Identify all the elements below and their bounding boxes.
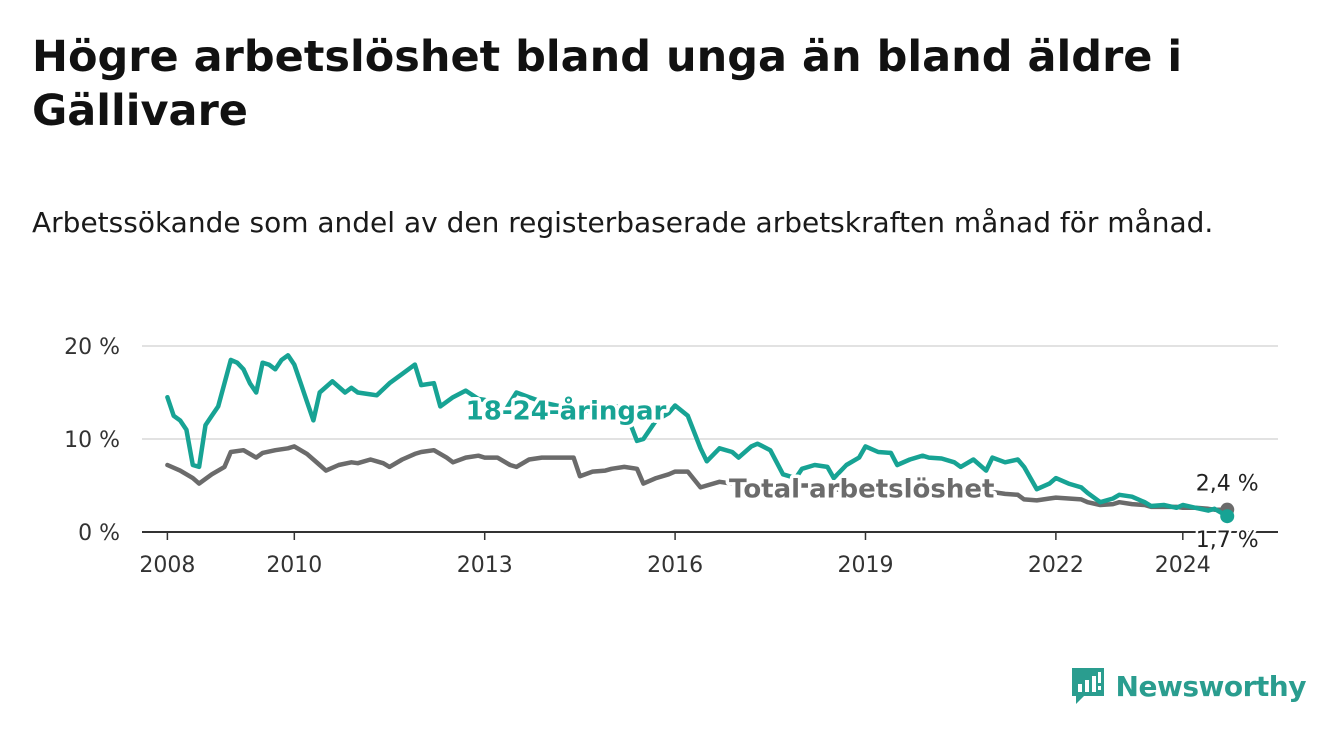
chart-title: Högre arbetslöshet bland unga än bland ä… (32, 32, 1183, 136)
chart-subtitle: Arbetssökande som andel av den registerb… (32, 206, 1214, 239)
series-label-total: Total arbetslöshet (729, 475, 994, 505)
series-line-total (165, 444, 1230, 512)
end-label-total: 2,4 % (1196, 472, 1259, 497)
brand: Newsworthy (1070, 666, 1307, 706)
x-tick-label: 2022 (1028, 553, 1084, 578)
series-line-youth (165, 353, 1230, 519)
x-tick-label: 2008 (139, 553, 195, 578)
series-lines (165, 353, 1235, 524)
end-label-youth: 1,7 % (1196, 528, 1259, 553)
y-tick-label: 20 % (64, 335, 120, 360)
y-tick-label: 10 % (64, 428, 120, 453)
y-axis-ticks: 0 % 10 % 20 % (64, 335, 120, 546)
brand-name: Newsworthy (1115, 669, 1307, 703)
x-tick-label: 2024 (1155, 553, 1211, 578)
x-tick-label: 2016 (647, 553, 703, 578)
x-tick-label: 2019 (837, 553, 893, 578)
x-axis-ticks: 2008 2010 2013 2016 2019 2022 2024 (139, 532, 1211, 578)
series-labels: 18-24-åringar Total arbetslöshet 2,4 % 1,7 … (462, 391, 1261, 556)
end-point-youth (1220, 509, 1235, 524)
series-label-youth: 18-24-åringar (466, 394, 667, 426)
line-chart: 0 % 10 % 20 % 2008 2010 2013 2016 2019 2022 2024… (64, 335, 1278, 578)
gridlines (142, 345, 1278, 533)
x-tick-label: 2013 (457, 553, 513, 578)
newsworthy-logo-icon (1071, 668, 1104, 704)
y-tick-label: 0 % (78, 521, 120, 546)
x-tick-label: 2010 (266, 553, 322, 578)
